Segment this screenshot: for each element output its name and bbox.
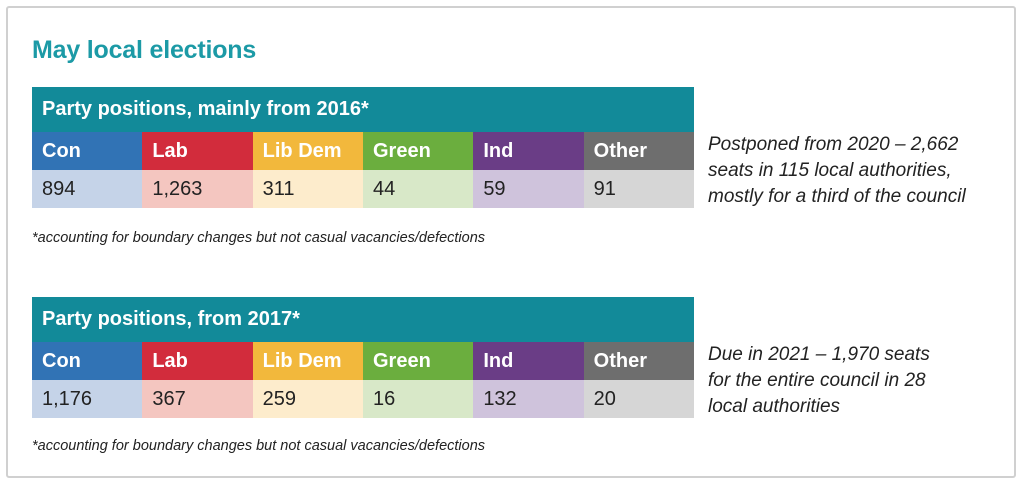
value-other: 91 <box>583 170 694 208</box>
table-heading: Party positions, mainly from 2016* <box>32 87 694 132</box>
party-lab: Lab <box>142 342 253 380</box>
party-libdem: Lib Dem <box>252 132 363 170</box>
side-description: Due in 2021 – 1,970 seats for the entire… <box>708 342 1008 420</box>
value-green: 44 <box>362 170 474 208</box>
card-frame <box>6 6 1016 478</box>
page-title: May local elections <box>32 36 257 64</box>
side-line: Due in 2021 – 1,970 seats <box>708 344 930 365</box>
party-con: Con <box>32 132 143 170</box>
side-line: Postponed from 2020 – 2,662 <box>708 134 959 155</box>
side-line: seats in 115 local authorities, <box>708 160 952 181</box>
seat-value-row: 894 1,263 311 44 59 91 <box>32 170 694 208</box>
party-other: Other <box>583 132 694 170</box>
side-line: local authorities <box>708 396 841 417</box>
party-ind: Ind <box>473 132 584 170</box>
party-con: Con <box>32 342 143 380</box>
party-other: Other <box>583 342 694 380</box>
value-con: 894 <box>32 170 143 208</box>
seat-value-row: 1,176 367 259 16 132 20 <box>32 380 694 418</box>
value-green: 16 <box>362 380 474 418</box>
party-green: Green <box>362 342 474 380</box>
party-lab: Lab <box>142 132 253 170</box>
party-name-row: Con Lab Lib Dem Green Ind Other <box>32 132 694 170</box>
side-line: mostly for a third of the council <box>708 186 966 207</box>
footnote: *accounting for boundary changes but not… <box>32 230 486 246</box>
value-other: 20 <box>583 380 694 418</box>
value-lab: 367 <box>142 380 253 418</box>
party-green: Green <box>362 132 474 170</box>
party-name-row: Con Lab Lib Dem Green Ind Other <box>32 342 694 380</box>
value-ind: 59 <box>473 170 584 208</box>
value-ind: 132 <box>473 380 584 418</box>
party-table-2017: Party positions, from 2017* Con Lab Lib … <box>32 297 694 418</box>
value-libdem: 311 <box>252 170 363 208</box>
footnote: *accounting for boundary changes but not… <box>32 438 486 454</box>
value-lab: 1,263 <box>142 170 253 208</box>
party-libdem: Lib Dem <box>252 342 363 380</box>
party-table-2016: Party positions, mainly from 2016* Con L… <box>32 87 694 208</box>
side-line: for the entire council in 28 <box>708 370 926 391</box>
party-ind: Ind <box>473 342 584 380</box>
table-heading: Party positions, from 2017* <box>32 297 694 342</box>
value-libdem: 259 <box>252 380 363 418</box>
value-con: 1,176 <box>32 380 143 418</box>
side-description: Postponed from 2020 – 2,662 seats in 115… <box>708 132 1008 210</box>
